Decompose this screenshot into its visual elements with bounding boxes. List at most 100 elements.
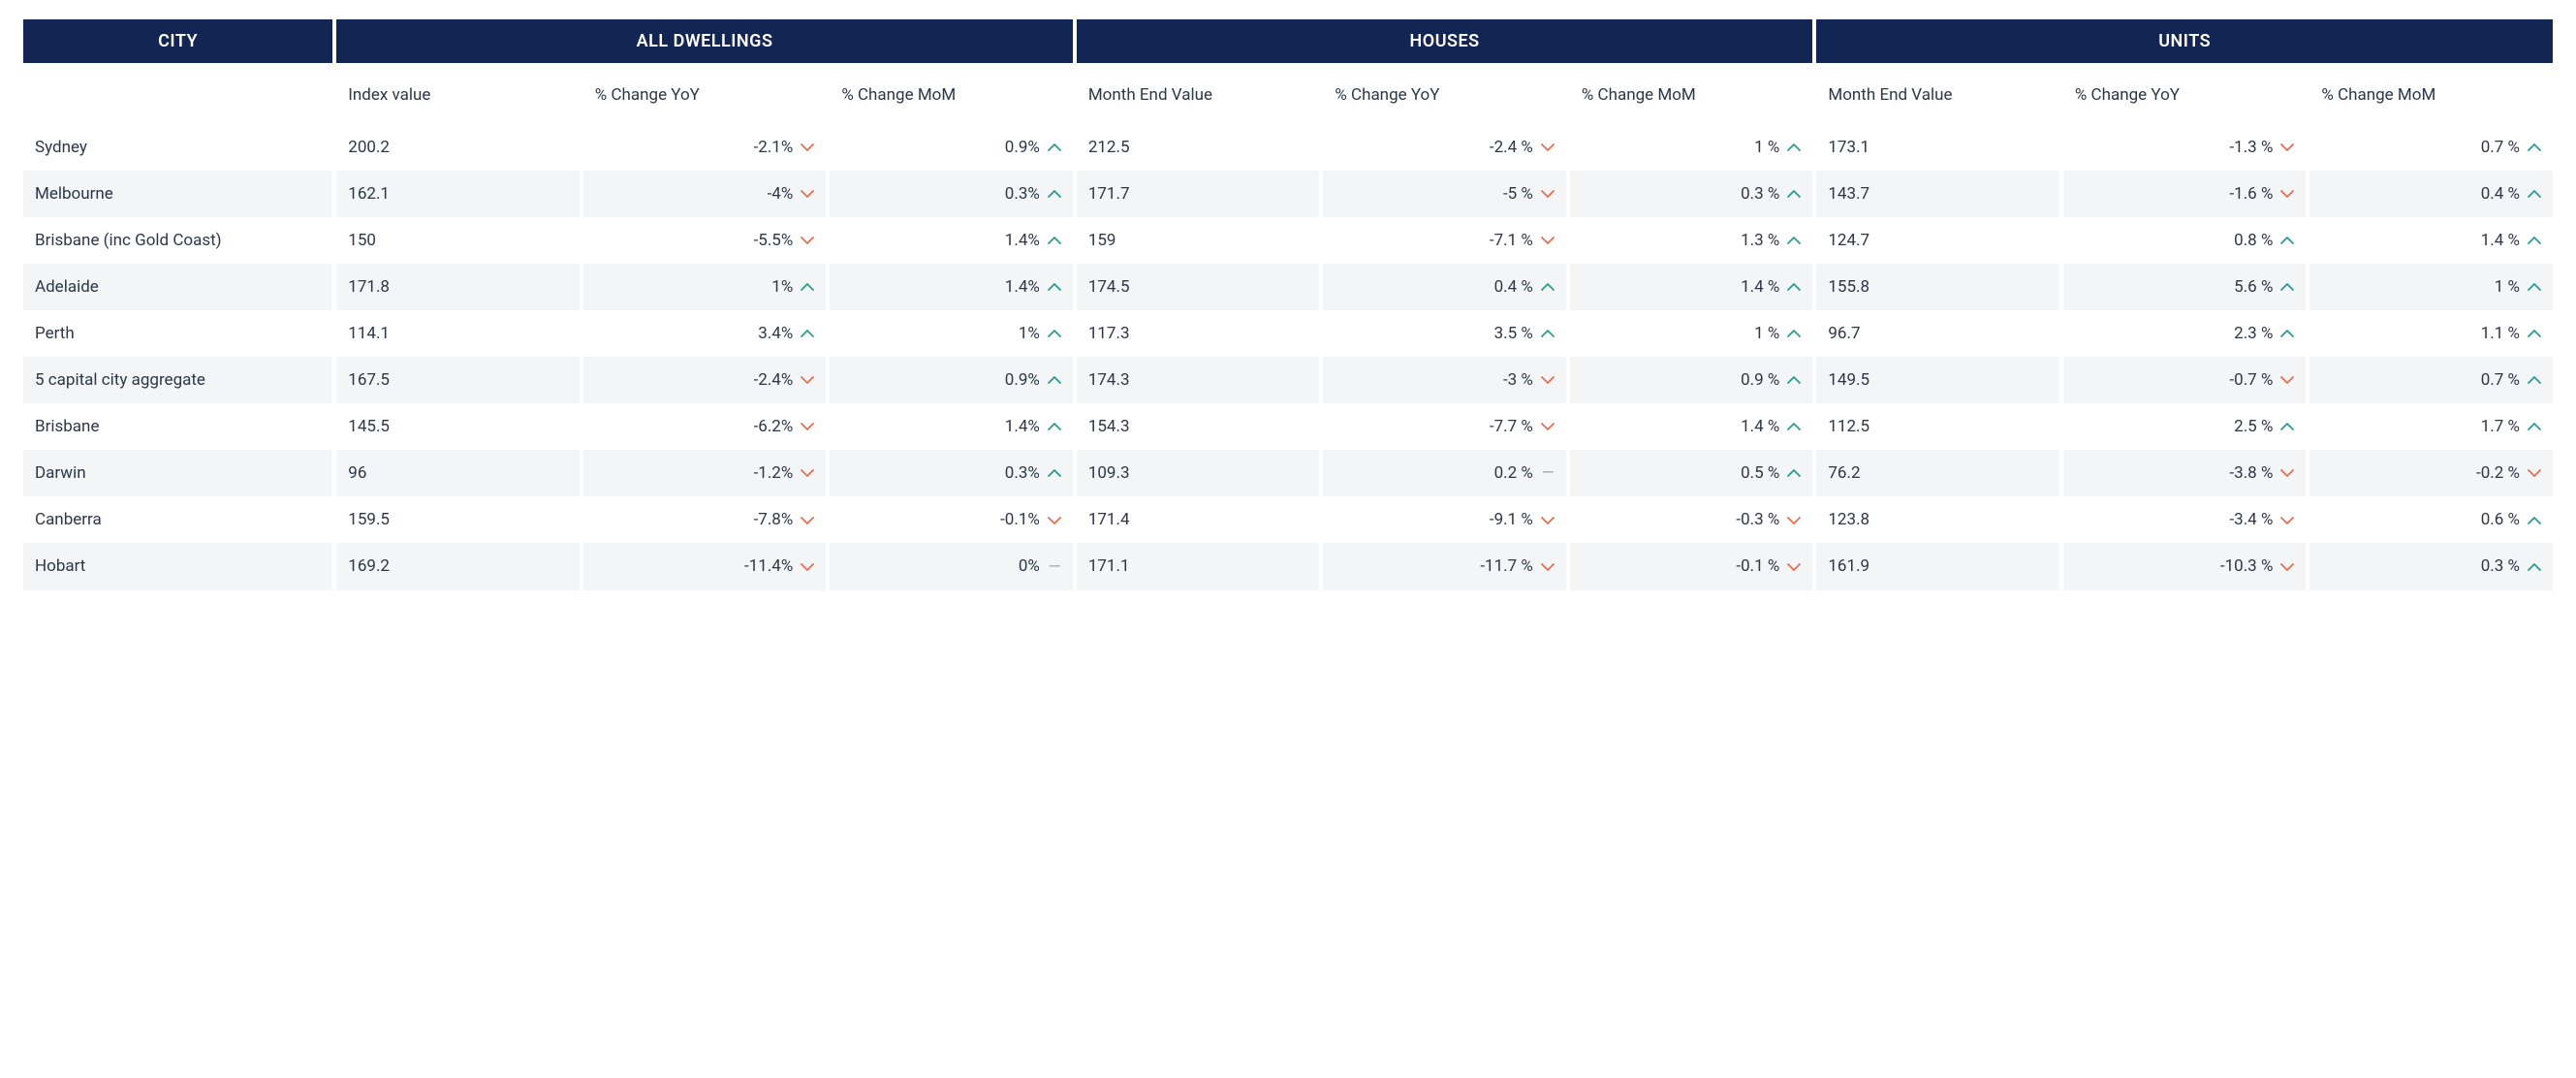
pct-value: -0.7 % [2229,370,2273,390]
chevron-down-icon [1541,236,1555,245]
pct-value: 1.4 % [1741,417,1779,436]
pct-value: -0.3 % [1736,510,1779,529]
table-row: Perth114.13.4%1%117.33.5 %1 %96.72.3 %1.… [23,310,2553,357]
pct-change-cell: 0.9% [830,357,1073,403]
pct-change-cell: 0.4 % [1323,264,1566,310]
pct-change-cell: 1.4% [830,403,1073,450]
pct-value: 0.4 % [1494,277,1533,297]
pct-change-cell: 2.3 % [2063,310,2307,357]
pct-change-cell: -10.3 % [2063,543,2307,590]
pct-value: 0.9% [1005,370,1040,390]
chevron-down-icon [2280,375,2294,385]
city-cell: Perth [23,310,332,357]
pct-change-cell: 1.4 % [2309,217,2553,264]
chevron-down-icon [2280,143,2294,152]
table-row: Hobart169.2-11.4%0%—171.1-11.7 %-0.1 %16… [23,543,2553,590]
group-header-all-dwellings: ALL DWELLINGS [336,19,1073,63]
sub-header: % Change YoY [2063,63,2307,124]
chevron-up-icon [1048,282,1061,292]
chevron-up-icon [1787,422,1801,431]
chevron-up-icon [1048,422,1061,431]
value-cell: 96.7 [1816,310,2059,357]
chevron-up-icon [1787,375,1801,385]
pct-change-cell: 0.2 %— [1323,450,1566,497]
city-cell: Brisbane (inc Gold Coast) [23,217,332,264]
pct-change-cell: 0.3 % [1570,171,1813,217]
pct-change-cell: 1.1 % [2309,310,2553,357]
pct-value: -7.7 % [1490,417,1533,436]
pct-change-cell: -7.7 % [1323,403,1566,450]
pct-value: 0.5 % [1741,463,1779,483]
pct-value: 1.4% [1005,231,1040,250]
table-row: Adelaide171.81%1.4%174.50.4 %1.4 %155.85… [23,264,2553,310]
value-cell: 112.5 [1816,403,2059,450]
pct-value: -5 % [1503,184,1533,204]
chevron-down-icon [801,422,814,431]
pct-change-cell: 1.4 % [1570,403,1813,450]
pct-value: 1% [771,277,793,297]
pct-change-cell: -3.8 % [2063,450,2307,497]
pct-value: 0.4 % [2481,184,2520,204]
pct-change-cell: -0.3 % [1570,496,1813,543]
pct-value: 5.6 % [2234,277,2273,297]
chevron-up-icon [2280,282,2294,292]
chevron-up-icon [2280,422,2294,431]
value-cell: 171.7 [1077,171,1320,217]
chevron-up-icon [1048,468,1061,478]
chevron-down-icon [801,562,814,572]
pct-value: 0.8 % [2234,231,2273,250]
pct-value: -11.7 % [1480,556,1533,576]
table-row: Brisbane (inc Gold Coast)150 -5.5% 1.4% 159… [23,217,2553,264]
value-cell: 159 [1077,217,1320,264]
pct-change-cell: 0.4 % [2309,171,2553,217]
pct-change-cell: -2.4% [583,357,827,403]
pct-change-cell: -4% [583,171,827,217]
chevron-up-icon [2280,329,2294,338]
pct-value: 0.7 % [2481,138,2520,157]
pct-change-cell: -3 % [1323,357,1566,403]
pct-change-cell: -0.7 % [2063,357,2307,403]
chevron-up-icon [2528,236,2541,245]
chevron-up-icon [801,282,814,292]
value-cell: 150 [336,217,580,264]
chevron-up-icon [1541,282,1555,292]
pct-value: 1 % [2495,277,2520,297]
pct-change-cell: 0.3% [830,450,1073,497]
value-cell: 109.3 [1077,450,1320,497]
group-header-units: UNITS [1816,19,2553,63]
pct-value: 0.3 % [2481,556,2520,576]
chevron-down-icon [2280,562,2294,572]
city-cell: Adelaide [23,264,332,310]
pct-change-cell: 0.3 % [2309,543,2553,590]
sub-header: % Change MoM [2309,63,2553,124]
pct-value: -5.5% [754,231,794,250]
chevron-down-icon [1787,516,1801,525]
chevron-up-icon [1787,189,1801,199]
table-row: Melbourne162.1-4%0.3%171.7-5 %0.3 %143.7… [23,171,2553,217]
pct-value: 1.4 % [1741,277,1779,297]
pct-value: 1% [1019,324,1040,343]
pct-value: -4% [768,184,794,204]
pct-change-cell: 0.5 % [1570,450,1813,497]
chevron-down-icon [1787,562,1801,572]
chevron-up-icon [2528,329,2541,338]
value-cell: 145.5 [336,403,580,450]
pct-value: 1.4% [1005,417,1040,436]
pct-change-cell: 1 % [1570,310,1813,357]
chevron-up-icon [1048,143,1061,152]
pct-change-cell: 2.5 % [2063,403,2307,450]
sub-header-row: Index value % Change YoY % Change MoM Mo… [23,63,2553,124]
value-cell: 174.3 [1077,357,1320,403]
pct-change-cell: 1.4 % [1570,264,1813,310]
chevron-down-icon [801,516,814,525]
chevron-up-icon [1048,329,1061,338]
chevron-up-icon [1048,189,1061,199]
sub-header: Index value [336,63,580,124]
chevron-up-icon [2528,516,2541,525]
group-header-houses: HOUSES [1077,19,1813,63]
pct-change-cell: 1% [830,310,1073,357]
pct-change-cell: -2.4 % [1323,124,1566,171]
city-cell: Sydney [23,124,332,171]
pct-value: 1 % [1754,138,1779,157]
value-cell: 171.8 [336,264,580,310]
